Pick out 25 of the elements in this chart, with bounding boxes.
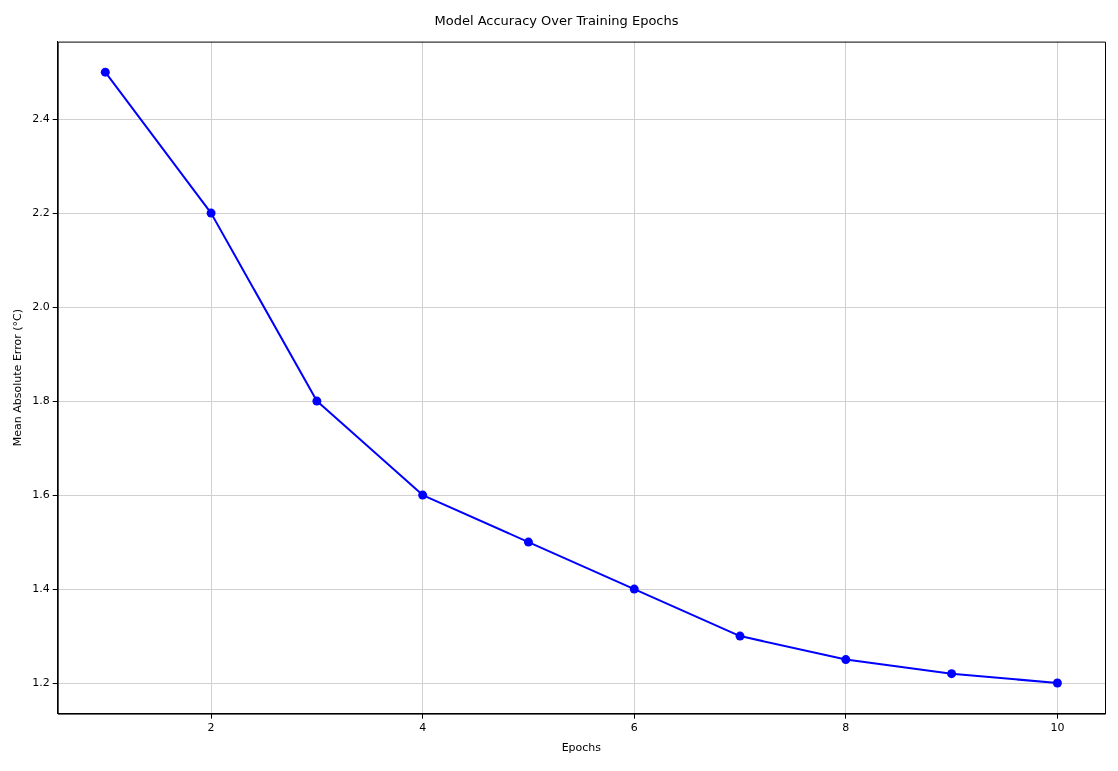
point xyxy=(418,490,428,500)
x-tick-label: 6 xyxy=(630,721,638,735)
chart-title: Model Accuracy Over Training Epochs xyxy=(434,13,679,29)
point xyxy=(100,67,110,77)
point xyxy=(523,537,533,547)
point xyxy=(1052,678,1062,688)
x-axis-title: Epochs xyxy=(561,741,602,755)
x-tick-label: 2 xyxy=(207,721,215,735)
y-tick-label: 1.6 xyxy=(32,487,50,501)
y-tick-label: 2.0 xyxy=(32,299,50,313)
y-tick-label: 2.4 xyxy=(32,112,50,125)
y-tick-label: 1.8 xyxy=(32,393,50,407)
y-tick-label: 2.2 xyxy=(32,205,50,219)
y-tick-label: 1.4 xyxy=(32,581,50,595)
point xyxy=(735,631,745,641)
point xyxy=(629,584,639,594)
point xyxy=(947,669,957,679)
point xyxy=(206,208,216,218)
x-tick-label: 8 xyxy=(842,721,850,735)
y-tick-label: 1.2 xyxy=(32,675,50,689)
x-tick-label: 4 xyxy=(419,721,427,735)
point xyxy=(841,655,851,665)
y-axis-title: Mean Absolute Error (°C) xyxy=(11,309,25,447)
x-tick-label: 10 xyxy=(1050,721,1065,735)
point xyxy=(312,396,322,406)
